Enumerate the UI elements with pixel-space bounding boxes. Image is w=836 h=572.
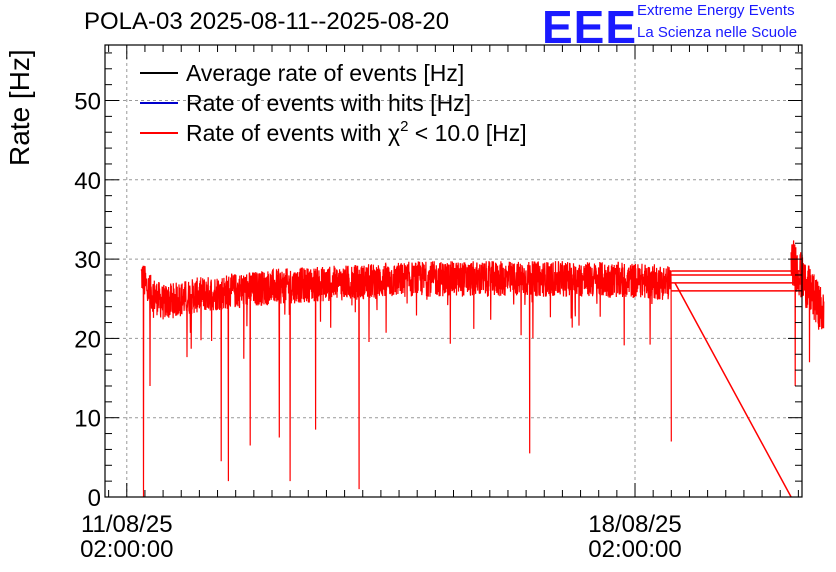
tail-rate-line — [790, 240, 825, 387]
y-tick-label: 0 — [88, 485, 101, 512]
legend: Average rate of events [Hz] Rate of event… — [140, 60, 527, 146]
legend-label: Rate of events with hits [Hz] — [186, 90, 471, 116]
series-layer — [140, 240, 825, 498]
legend-label: Average rate of events [Hz] — [186, 60, 464, 86]
x-tick-label-date: 18/08/25 — [588, 511, 681, 538]
logo-line-2: La Scienza nelle Scuole — [637, 24, 798, 41]
y-tick-label: 40 — [74, 168, 101, 195]
legend-label: Rate of events with χ2 < 10.0 [Hz] — [186, 118, 527, 146]
x-tick-label-date: 11/08/25 — [81, 511, 173, 538]
x-tick-label-time: 02:00:00 — [80, 536, 173, 563]
eee-logo: EEE — [542, 1, 638, 53]
logo-line-1: Extreme Energy Events — [637, 2, 795, 19]
chi2-rate-line — [140, 260, 672, 498]
x-tick-label-time: 02:00:00 — [588, 536, 681, 563]
y-tick-label: 30 — [74, 247, 101, 274]
y-tick-label: 50 — [74, 89, 101, 116]
y-tick-label: 10 — [74, 406, 101, 433]
gap-line — [674, 282, 792, 498]
chart-title: POLA-03 2025-08-11--2025-08-20 — [84, 8, 450, 35]
axes: 0102030405011/08/2502:00:0018/08/2502:00… — [74, 44, 803, 563]
y-tick-label: 20 — [74, 326, 101, 353]
